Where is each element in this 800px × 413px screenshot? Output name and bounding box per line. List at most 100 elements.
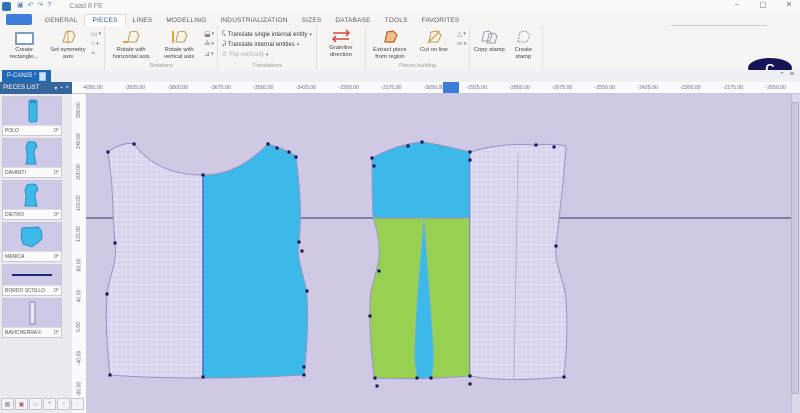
vertical-scrollbar[interactable]: [791, 94, 800, 413]
close-button[interactable]: ✕: [785, 0, 793, 9]
list-item-polo[interactable]: POLO 0°: [2, 96, 62, 136]
minimize-button[interactable]: –: [734, 0, 740, 9]
rotate-option-3-button[interactable]: ⊿ ▾: [204, 51, 214, 58]
snap-toggle-button[interactable]: ▣: [15, 398, 28, 410]
chevron-down-icon[interactable]: ▾: [54, 85, 58, 92]
control-points: [105, 140, 566, 388]
zoom-in-button[interactable]: +: [43, 398, 56, 410]
list-item-manica[interactable]: MANICA 0°: [2, 222, 62, 262]
right-piece-dart[interactable]: [414, 217, 434, 379]
app-icon[interactable]: [2, 1, 11, 11]
list-item-dietro[interactable]: DIETRO 0°: [2, 180, 62, 220]
create-stamp-button[interactable]: Create stamp: [506, 27, 540, 63]
grainline-direction-button[interactable]: Grainline direction: [319, 27, 363, 63]
vertical-ruler: 280.00 240.00 200.00 160.00 120.00 80.00…: [72, 94, 87, 413]
small-fx-tool-button[interactable]: ⌁: [91, 50, 96, 57]
redo-icon[interactable]: ↷: [37, 2, 44, 9]
canvas-tool-bar: ▦ ▣ ▭ + – ·: [1, 398, 84, 410]
cut-on-line-button[interactable]: Cut on line: [412, 27, 456, 63]
tab-modelling[interactable]: MODELLING: [166, 17, 207, 24]
create-rectangle-button[interactable]: Create rectangle...: [2, 27, 46, 63]
pattern-drawing: [86, 140, 800, 388]
horizontal-ruler: -4050.00 -3925.00 -3800.00 -3675.00 -355…: [72, 82, 800, 94]
tab-pieces[interactable]: PIECES: [84, 14, 126, 26]
building-option-2-button[interactable]: ✂ ▾: [456, 41, 467, 48]
view-mode-button[interactable]: ▭: [29, 398, 42, 410]
ribbon: Create rectangle... Set symmetry axis ▭ ▾…: [0, 26, 800, 78]
pieces-sidebar: PIECES LIST ▾ ▪ × POLO 0°: [0, 82, 84, 413]
tab-sizes[interactable]: SIZES: [301, 17, 322, 24]
piece-thumbnail: [3, 265, 61, 285]
piece-thumbnail: [3, 139, 61, 167]
ruler-selection-highlight: [443, 82, 459, 93]
ribbon-group-creation: Create rectangle... Set symmetry axis ▭ ▾…: [0, 26, 106, 70]
rotations-group-label: Rotations: [149, 63, 173, 69]
pattern-canvas[interactable]: [86, 94, 800, 413]
translations-group-label: Translations: [252, 63, 282, 69]
maximize-button[interactable]: ▢: [759, 0, 767, 9]
tab-industrialization[interactable]: INDUSTRIALIZATION: [220, 17, 288, 24]
left-piece-grid-half[interactable]: [105, 143, 204, 379]
building-option-1-button[interactable]: △ ▾: [456, 31, 466, 38]
extract-piece-button[interactable]: Extract piece from region: [368, 27, 412, 63]
undo-icon[interactable]: ↶: [27, 2, 34, 9]
rotate-option-1-button[interactable]: ⬓ ▾: [204, 31, 215, 38]
quick-access-toolbar: ▣ ↶ ↷ ?: [17, 1, 51, 11]
left-piece-selected-half[interactable]: [202, 143, 309, 379]
zoom-out-button[interactable]: –: [57, 398, 70, 410]
symmetry-axis-icon: [62, 30, 76, 44]
right-piece-seam-line: [513, 153, 519, 380]
create-stamp-icon: [517, 30, 531, 43]
document-tab[interactable]: P-CAN25 *: [2, 70, 52, 82]
copy-stamp-button[interactable]: Copy stamp: [472, 27, 506, 63]
creation-small-buttons: ▭ ▾ ○ ▾ ⌁: [90, 27, 102, 63]
flip-vertically-button[interactable]: ⇵ Flip vertically ▾: [222, 51, 269, 59]
piece-thumbnail: [3, 299, 61, 327]
grainline-icon: [331, 29, 350, 43]
translate-icon: ⤸: [222, 41, 226, 47]
small-circle-tool-button[interactable]: ○ ▾: [91, 40, 99, 47]
tab-database[interactable]: DATABASE: [335, 17, 371, 24]
grid-toggle-button[interactable]: ▦: [1, 398, 14, 410]
tab-tools[interactable]: TOOLS: [384, 17, 408, 24]
scrollbar-thumb[interactable]: [791, 102, 799, 394]
right-piece-grid-half[interactable]: [469, 143, 568, 380]
rotate-option-2-button[interactable]: ⟁ ▾: [204, 40, 214, 47]
piece-thumbnail: [3, 181, 61, 209]
set-symmetry-axis-button[interactable]: Set symmetry axis: [46, 27, 90, 63]
close-icon[interactable]: ×: [65, 84, 69, 91]
rotate-horizontal-icon: [123, 30, 140, 43]
ribbon-group-translations: ⤹ Translate single internal entity ▾ ⤸ T…: [218, 26, 317, 70]
tab-favorites[interactable]: FAVORITES: [421, 17, 460, 24]
right-piece-top-section[interactable]: [371, 141, 471, 219]
pin-icon[interactable]: ▪: [60, 84, 63, 91]
ribbon-group-stamps: Copy stamp Create stamp: [470, 26, 544, 70]
layout-icon[interactable]: ≡: [789, 71, 794, 78]
tab-general[interactable]: GENERAL: [45, 17, 78, 24]
list-item-davanti[interactable]: DAVANTI 0°: [2, 138, 62, 178]
window-controls: – ▢ ✕: [730, 0, 796, 9]
rotate-vertical-button[interactable]: Rotate with vertical axis: [155, 27, 203, 63]
tab-lines[interactable]: LINES: [132, 17, 153, 24]
save-icon[interactable]: ▣: [17, 2, 24, 9]
ribbon-group-rotations: Rotate with horizontal axis Rotate with …: [105, 26, 219, 70]
help-icon[interactable]: ?: [47, 2, 52, 9]
cut-on-line-icon: [427, 30, 442, 44]
flip-icon: ⇵: [222, 52, 228, 58]
pieces-list: POLO 0° DAVANTI 0° DIETRO: [2, 96, 62, 338]
file-menu-tab[interactable]: [6, 14, 32, 25]
small-rect-tool-button[interactable]: ▭ ▾: [91, 31, 102, 38]
copy-stamp-icon: [481, 30, 498, 44]
rotate-horizontal-button[interactable]: Rotate with horizontal axis: [107, 27, 155, 63]
file-icon: [39, 71, 47, 81]
fit-view-button[interactable]: ·: [71, 398, 84, 410]
pieces-building-group-label: Pieces building: [399, 63, 437, 69]
list-item-bordo-scollo[interactable]: BORDO SCOLLO 0°: [2, 264, 62, 296]
translate-icon: ⤹: [222, 31, 226, 37]
translate-internal-entities-button[interactable]: ⤸ Translate internal entities ▾: [222, 41, 300, 48]
collapse-ribbon-icon[interactable]: ⌃: [779, 72, 785, 79]
translate-single-entity-button[interactable]: ⤹ Translate single internal entity ▾: [222, 31, 312, 38]
pieces-list-header[interactable]: PIECES LIST ▾ ▪ ×: [0, 82, 72, 94]
list-item-bavicherra[interactable]: BAVICHERRA F 0°: [2, 298, 62, 338]
